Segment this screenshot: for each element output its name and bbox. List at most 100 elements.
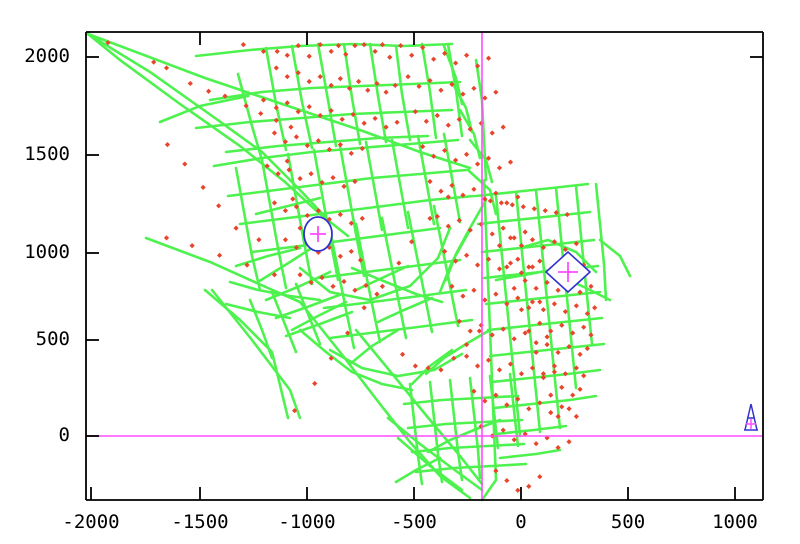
network-node xyxy=(361,305,367,311)
network-node xyxy=(548,410,554,416)
network-node xyxy=(551,301,558,307)
network-node xyxy=(306,104,312,110)
network-node xyxy=(460,293,466,299)
y-tick-label-2000: 2000 xyxy=(24,45,70,67)
network-node xyxy=(284,158,290,164)
network-node xyxy=(284,100,290,106)
network-node xyxy=(319,275,325,281)
network-node xyxy=(573,241,579,247)
network-node xyxy=(507,361,514,367)
network-node xyxy=(346,85,353,91)
network-node xyxy=(533,441,539,447)
network-node xyxy=(540,371,547,377)
network-node xyxy=(445,194,451,200)
network-node xyxy=(529,365,536,371)
network-node xyxy=(256,237,262,243)
network-node xyxy=(328,355,334,361)
network-node xyxy=(515,487,521,493)
network-node xyxy=(379,42,386,48)
network-node xyxy=(434,112,440,119)
network-node xyxy=(304,143,310,149)
network-node xyxy=(317,112,323,119)
network-node xyxy=(511,336,517,342)
network-node xyxy=(271,272,278,278)
network-node xyxy=(431,153,437,159)
network-node xyxy=(449,81,455,88)
network-node xyxy=(244,262,250,268)
network-node xyxy=(286,167,292,173)
network-node xyxy=(562,246,568,253)
network-node xyxy=(216,252,223,258)
network-node xyxy=(529,237,536,243)
network-node xyxy=(511,437,517,443)
network-node xyxy=(425,365,431,371)
network-node xyxy=(531,206,537,212)
network-node xyxy=(412,363,418,369)
network-node xyxy=(515,256,521,262)
site-diamond[interactable] xyxy=(544,250,592,294)
network-node xyxy=(496,243,503,249)
network-node xyxy=(482,95,488,101)
network-node xyxy=(581,373,587,379)
network-node xyxy=(392,82,398,89)
network-node xyxy=(438,367,444,373)
network-node xyxy=(352,178,358,185)
network-node xyxy=(474,63,481,69)
network-node xyxy=(588,283,594,289)
network-node xyxy=(412,109,418,115)
network-node xyxy=(496,266,503,272)
network-node xyxy=(216,203,222,209)
network-node xyxy=(540,375,547,381)
network-node xyxy=(293,204,300,210)
network-node xyxy=(449,182,455,189)
network-node xyxy=(504,301,510,307)
network-node xyxy=(271,130,278,136)
network-node xyxy=(529,299,536,305)
network-node xyxy=(284,74,290,80)
network-node xyxy=(359,145,365,152)
network-node xyxy=(275,171,281,177)
network-node xyxy=(189,243,195,249)
network-node xyxy=(350,111,356,118)
network-node xyxy=(326,244,332,251)
network-node xyxy=(526,264,532,270)
network-node xyxy=(537,320,543,326)
x-axis-ticks xyxy=(90,487,736,500)
network-node xyxy=(356,78,362,85)
network-node xyxy=(383,89,389,95)
network-node xyxy=(328,108,334,114)
network-node xyxy=(504,264,510,270)
network-node xyxy=(507,260,514,266)
network-node xyxy=(559,404,565,410)
network-node xyxy=(182,161,188,167)
y-tick-label-500: 500 xyxy=(35,328,70,350)
network-node xyxy=(330,283,336,289)
network-node xyxy=(520,204,526,210)
network-node xyxy=(496,367,503,373)
network-edges xyxy=(86,32,632,502)
network-node xyxy=(482,297,488,303)
network-node xyxy=(379,283,386,289)
network-node xyxy=(500,326,506,332)
network-node xyxy=(529,264,536,270)
network-node xyxy=(500,427,506,433)
network-node xyxy=(485,55,492,61)
network-node xyxy=(518,270,525,276)
network-node xyxy=(420,143,426,150)
network-node xyxy=(374,291,380,297)
network-node xyxy=(427,77,433,84)
site-ellipse[interactable] xyxy=(303,216,333,252)
network-node xyxy=(335,42,342,49)
network-node xyxy=(306,78,312,85)
site-tower-icon[interactable] xyxy=(744,403,758,431)
network-node xyxy=(273,117,279,123)
network-node xyxy=(533,340,539,346)
network-node xyxy=(555,413,561,420)
network-node xyxy=(577,386,583,392)
network-node xyxy=(573,365,579,371)
network-node xyxy=(164,142,171,148)
network-node xyxy=(537,299,543,305)
network-node xyxy=(330,175,336,181)
network-node xyxy=(588,332,594,338)
